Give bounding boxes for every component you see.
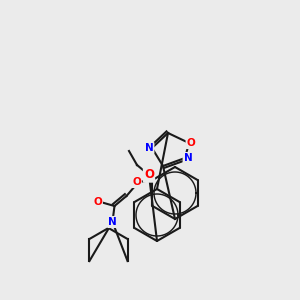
Text: N: N xyxy=(108,217,117,227)
Text: N: N xyxy=(184,153,192,163)
Text: O: O xyxy=(187,138,195,148)
Text: O: O xyxy=(144,169,154,182)
Text: O: O xyxy=(132,177,141,187)
Text: O: O xyxy=(93,197,102,207)
Text: N: N xyxy=(145,143,153,153)
